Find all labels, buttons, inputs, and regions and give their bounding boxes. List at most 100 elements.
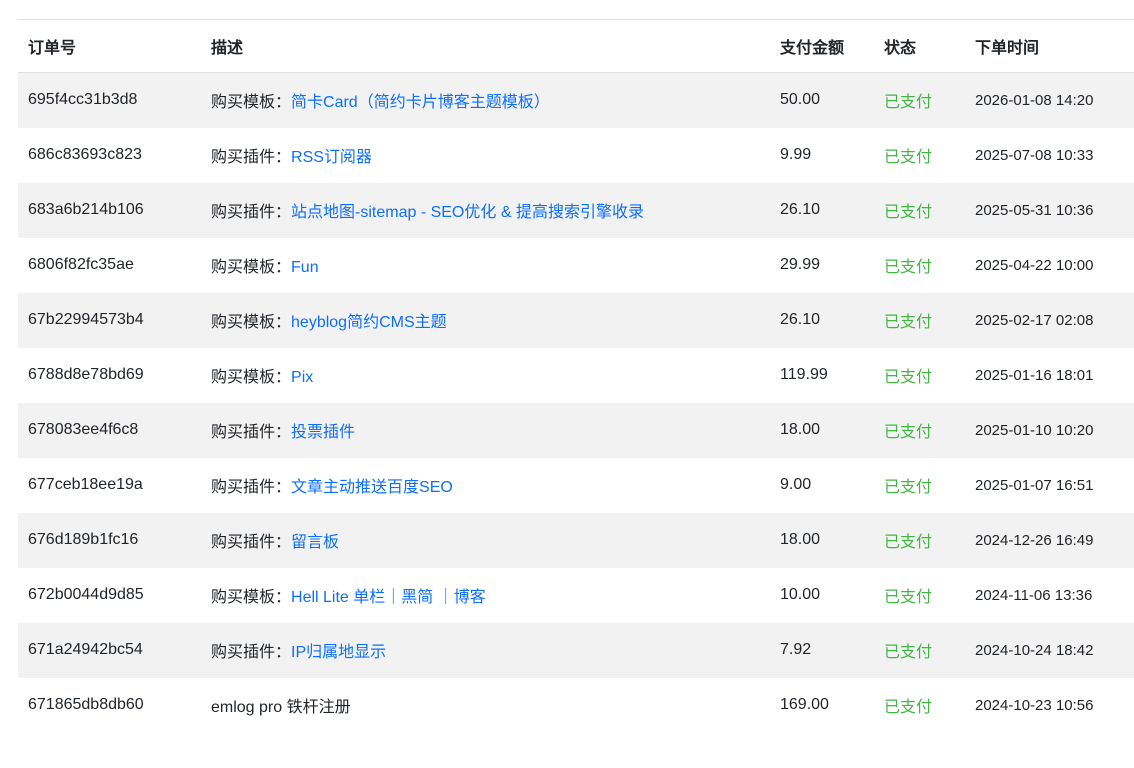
order-description: 购买模板：Fun [211,238,780,293]
order-time: 2025-02-17 02:08 [975,311,1094,329]
order-time: 2025-01-07 16:51 [975,476,1094,494]
description-prefix: 购买模板： [211,369,292,386]
order-id: 67b22994573b4 [28,311,144,328]
order-time: 2024-10-23 10:56 [975,696,1094,714]
order-row: 677ceb18ee19a 购买插件：文章主动推送百度SEO 9.00 已支付 … [18,458,1134,513]
status-badge: 已支付 [884,479,933,496]
payment-amount: 26.10 [780,311,821,328]
orders-table-header: 订单号 描述 支付金额 状态 下单时间 [18,19,1134,73]
payment-amount: 10.00 [780,586,821,603]
status-badge: 已支付 [884,699,933,716]
orders-table-body: 695f4cc31b3d8 购买模板：简卡Card（简约卡片博客主题模板） 50… [18,72,1134,733]
orders-panel: 订单号 描述 支付金额 状态 下单时间 695f4cc31b3d8 购买模板：简… [18,19,1134,733]
order-description: emlog pro 铁杆注册 [211,678,780,733]
status-badge: 已支付 [884,149,933,166]
order-id: 6806f82fc35ae [28,256,134,273]
description-prefix: 购买模板： [211,94,292,112]
product-link[interactable]: Fun [291,259,319,276]
description-prefix: 购买插件： [211,204,292,221]
order-time: 2025-07-08 10:33 [975,146,1094,164]
status-badge: 已支付 [884,94,933,112]
order-description: 购买插件：投票插件 [211,403,780,458]
product-link[interactable]: heyblog简约CMS主题 [291,314,447,331]
payment-amount: 50.00 [780,91,821,109]
order-id: 672b0044d9d85 [28,586,144,603]
status-badge: 已支付 [884,204,933,221]
order-description: 购买插件：站点地图-sitemap - SEO优化 & 提高搜索引擎收录 [211,183,780,238]
payment-amount: 7.92 [780,641,812,658]
order-id: 6788d8e78bd69 [28,366,144,383]
payment-amount: 29.99 [780,256,821,273]
status-badge: 已支付 [884,534,933,551]
order-row: 671865db8db60 emlog pro 铁杆注册 169.00 已支付 … [18,678,1134,733]
product-link[interactable]: IP归属地显示 [291,644,387,661]
description-prefix: 购买插件： [211,424,292,441]
status-badge: 已支付 [884,589,933,606]
order-description: 购买插件：留言板 [211,513,780,568]
order-description: 购买模板：简卡Card（简约卡片博客主题模板） [211,73,780,128]
order-description: 购买模板：Hell Lite 单栏｜黑简 ｜博客 [211,568,780,623]
status-badge: 已支付 [884,314,933,331]
order-row: 676d189b1fc16 购买插件：留言板 18.00 已支付 2024-12… [18,512,1134,568]
order-time: 2025-01-16 18:01 [975,366,1094,384]
order-description: 购买模板：Pix [211,348,780,403]
payment-amount: 18.00 [780,421,821,438]
status-badge: 已支付 [884,644,933,661]
status-badge: 已支付 [884,424,933,441]
product-link[interactable]: 站点地图-sitemap - SEO优化 & 提高搜索引擎收录 [291,204,644,221]
order-time: 2024-10-24 18:42 [975,641,1094,659]
order-id: 678083ee4f6c8 [28,421,139,438]
order-description: 购买插件：IP归属地显示 [211,623,780,678]
product-link[interactable]: RSS订阅器 [291,149,372,166]
order-time: 2025-04-22 10:00 [975,256,1094,274]
order-row: 695f4cc31b3d8 购买模板：简卡Card（简约卡片博客主题模板） 50… [18,72,1134,128]
order-description: 购买插件：文章主动推送百度SEO [211,458,780,513]
description-prefix: 购买插件： [211,479,292,496]
order-row: 672b0044d9d85 购买模板：Hell Lite 单栏｜黑简 ｜博客 1… [18,568,1134,623]
order-description: 购买模板：heyblog简约CMS主题 [211,293,780,348]
order-row: 686c83693c823 购买插件：RSS订阅器 9.99 已支付 2025-… [18,128,1134,183]
order-id: 676d189b1fc16 [28,531,139,548]
order-id: 671a24942bc54 [28,641,143,658]
order-time: 2024-11-06 13:36 [975,586,1093,604]
order-row: 671a24942bc54 购买插件：IP归属地显示 7.92 已支付 2024… [18,622,1134,678]
order-id: 671865db8db60 [28,696,144,713]
order-row: 683a6b214b106 购买插件：站点地图-sitemap - SEO优化 … [18,182,1134,238]
order-id: 677ceb18ee19a [28,476,143,493]
status-badge: 已支付 [884,259,933,276]
description-prefix: 购买插件： [211,644,292,661]
column-header-description: 描述 [211,19,780,73]
order-id: 686c83693c823 [28,146,142,163]
order-time: 2026-01-08 14:20 [975,91,1094,109]
description-prefix: 购买模板： [211,259,292,276]
order-row: 6806f82fc35ae 购买模板：Fun 29.99 已支付 2025-04… [18,238,1134,293]
product-link[interactable]: Hell Lite 单栏｜黑简 ｜博客 [291,589,486,606]
column-header-amount: 支付金额 [780,19,884,73]
payment-amount: 18.00 [780,531,821,548]
product-link[interactable]: Pix [291,369,314,386]
description-prefix: emlog pro 铁杆注册 [211,699,351,716]
orders-table: 订单号 描述 支付金额 状态 下单时间 695f4cc31b3d8 购买模板：简… [18,19,1134,733]
payment-amount: 9.99 [780,146,812,163]
order-row: 67b22994573b4 购买模板：heyblog简约CMS主题 26.10 … [18,292,1134,348]
order-id: 683a6b214b106 [28,201,144,218]
column-header-order-time: 下单时间 [975,19,1134,73]
order-time: 2024-12-26 16:49 [975,531,1094,549]
product-link[interactable]: 简卡Card（简约卡片博客主题模板） [291,94,550,112]
product-link[interactable]: 文章主动推送百度SEO [291,479,453,496]
description-prefix: 购买插件： [211,534,292,551]
column-header-order-id: 订单号 [18,19,211,73]
column-header-status: 状态 [884,19,975,73]
description-prefix: 购买插件： [211,149,292,166]
product-link[interactable]: 投票插件 [291,424,356,441]
order-time: 2025-05-31 10:36 [975,201,1094,219]
description-prefix: 购买模板： [211,314,292,331]
product-link[interactable]: 留言板 [291,534,340,551]
payment-amount: 26.10 [780,201,821,218]
order-row: 6788d8e78bd69 购买模板：Pix 119.99 已支付 2025-0… [18,348,1134,403]
order-row: 678083ee4f6c8 购买插件：投票插件 18.00 已支付 2025-0… [18,402,1134,458]
description-prefix: 购买模板： [211,589,292,606]
payment-amount: 169.00 [780,696,829,713]
order-description: 购买插件：RSS订阅器 [211,128,780,183]
order-id: 695f4cc31b3d8 [28,91,138,109]
